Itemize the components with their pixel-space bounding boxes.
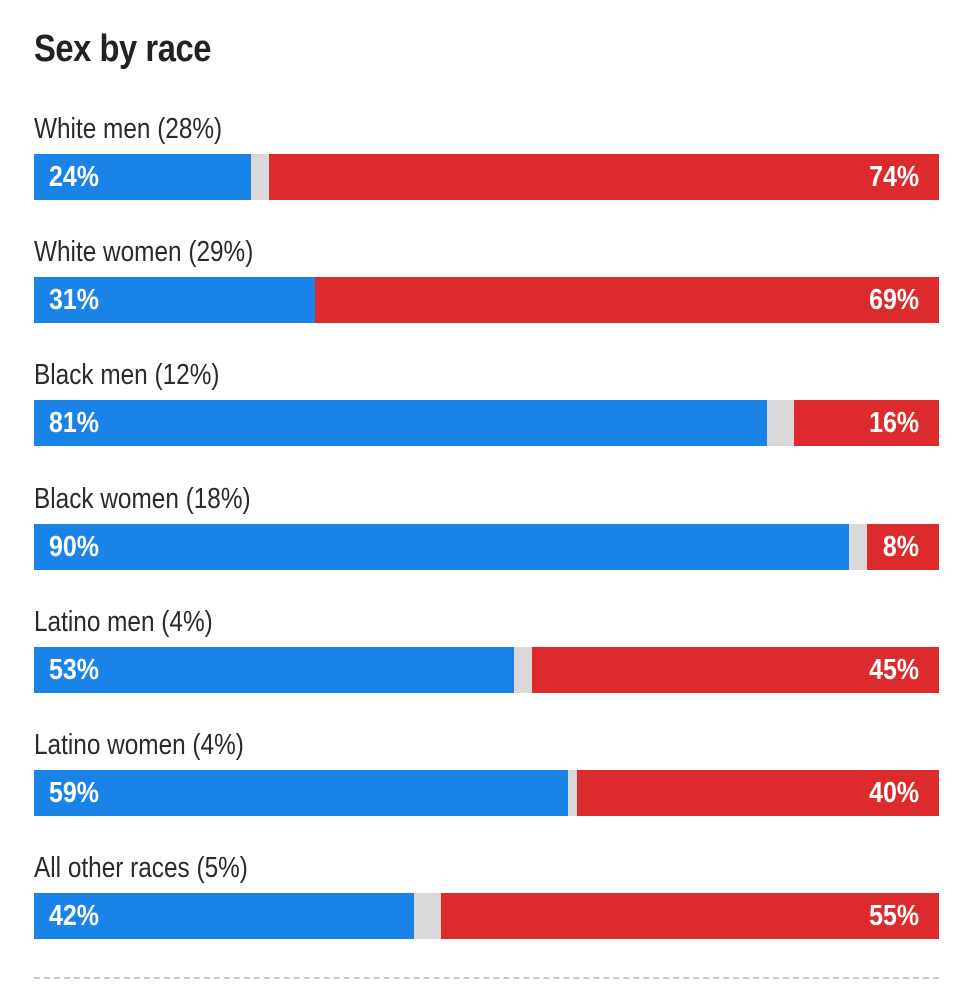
stacked-bar: 42% 55% (34, 893, 939, 939)
bar-row: White women (29%) 31% 69% (34, 235, 939, 331)
stacked-bar: 24% 74% (34, 154, 939, 200)
bar-segment-blue (34, 770, 568, 816)
value-label-red: 45% (869, 654, 919, 686)
stacked-bar: 53% 45% (34, 647, 939, 693)
bar-segment-blue (34, 400, 768, 446)
bar-row: Latino men (4%) 53% 45% (34, 605, 939, 701)
value-label-blue: 24% (49, 161, 99, 193)
category-label: Latino women (4%) (34, 729, 244, 761)
chart: Sex by race White men (28%) 24% 74% White w… (34, 0, 939, 988)
bar-row: Black men (12%) 81% 16% (34, 358, 939, 454)
value-label-blue: 53% (49, 654, 99, 686)
bar-row: All other races (5%) 42% 55% (34, 851, 939, 947)
category-label: Black women (18%) (34, 483, 251, 515)
value-label-blue: 31% (49, 284, 99, 316)
stacked-bar: 90% 8% (34, 524, 939, 570)
value-label-blue: 81% (49, 407, 99, 439)
value-label-red: 55% (869, 900, 919, 932)
bar-segment-red (866, 524, 939, 570)
stacked-bar: 59% 40% (34, 770, 939, 816)
value-label-blue: 42% (49, 900, 99, 932)
category-label: White women (29%) (34, 236, 254, 268)
category-label: All other races (5%) (34, 852, 248, 884)
category-label: Latino men (4%) (34, 606, 213, 638)
chart-title: Sex by race (34, 28, 211, 70)
category-label: White men (28%) (34, 113, 223, 145)
stacked-bar: 81% 16% (34, 400, 939, 446)
value-label-blue: 90% (49, 531, 99, 563)
bar-segment-blue (34, 277, 315, 323)
bar-segment-red (794, 400, 939, 446)
bar-segment-red (441, 893, 939, 939)
value-label-red: 74% (869, 161, 919, 193)
bar-segment-red (269, 154, 939, 200)
bar-segment-red (531, 647, 939, 693)
value-label-red: 8% (882, 531, 919, 563)
bar-row: Latino women (4%) 59% 40% (34, 728, 939, 824)
bar-segment-red (577, 770, 939, 816)
bar-segment-red (314, 277, 939, 323)
value-label-blue: 59% (49, 777, 99, 809)
bar-row: Black women (18%) 90% 8% (34, 482, 939, 578)
bar-segment-blue (34, 647, 514, 693)
category-label: Black men (12%) (34, 359, 220, 391)
value-label-red: 16% (869, 407, 919, 439)
bar-segment-blue (34, 893, 415, 939)
value-label-red: 69% (869, 284, 919, 316)
bar-segment-blue (34, 154, 252, 200)
bar-row: White men (28%) 24% 74% (34, 112, 939, 208)
value-label-red: 40% (869, 777, 919, 809)
bottom-divider (34, 977, 939, 979)
bar-segment-blue (34, 524, 849, 570)
stacked-bar: 31% 69% (34, 277, 939, 323)
